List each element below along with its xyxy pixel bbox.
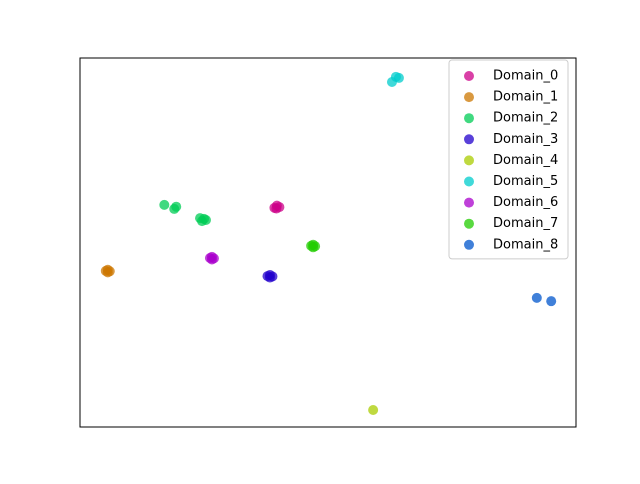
point bbox=[206, 254, 217, 265]
legend-label: Domain_8 bbox=[493, 237, 558, 252]
legend-marker bbox=[464, 92, 474, 103]
legend-marker bbox=[464, 155, 474, 166]
point bbox=[546, 296, 557, 307]
point bbox=[393, 72, 404, 83]
point bbox=[271, 203, 282, 214]
legend-label: Domain_3 bbox=[493, 132, 558, 147]
legend-label: Domain_5 bbox=[493, 174, 558, 189]
point bbox=[197, 216, 208, 227]
point bbox=[171, 201, 182, 212]
point bbox=[308, 242, 319, 253]
legend-label: Domain_7 bbox=[493, 216, 558, 231]
legend-marker bbox=[464, 71, 474, 81]
legend-label: Domain_2 bbox=[493, 111, 558, 126]
legend-marker bbox=[464, 197, 474, 208]
point bbox=[531, 292, 542, 303]
legend-marker bbox=[464, 176, 474, 187]
legend-label: Domain_0 bbox=[493, 69, 558, 84]
point bbox=[368, 405, 379, 416]
legend-marker bbox=[464, 218, 474, 229]
point bbox=[102, 267, 113, 278]
legend-label: Domain_1 bbox=[493, 90, 558, 105]
legend bbox=[448, 59, 569, 260]
legend-marker bbox=[464, 239, 474, 250]
legend-label: Domain_4 bbox=[493, 153, 558, 168]
legend-marker bbox=[464, 134, 474, 145]
legend-label: Domain_6 bbox=[493, 195, 558, 210]
legend-marker bbox=[464, 113, 474, 124]
point bbox=[264, 272, 275, 283]
point bbox=[159, 199, 170, 210]
